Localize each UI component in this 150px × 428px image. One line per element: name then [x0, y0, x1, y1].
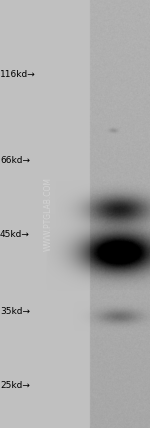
Text: 45kd→: 45kd→	[0, 230, 30, 239]
Text: 66kd→: 66kd→	[0, 156, 30, 165]
Text: 25kd→: 25kd→	[0, 380, 30, 390]
Text: 116kd→: 116kd→	[0, 70, 36, 80]
Text: 35kd→: 35kd→	[0, 307, 30, 316]
Text: WWW.PTGLAB.COM: WWW.PTGLAB.COM	[44, 177, 52, 251]
